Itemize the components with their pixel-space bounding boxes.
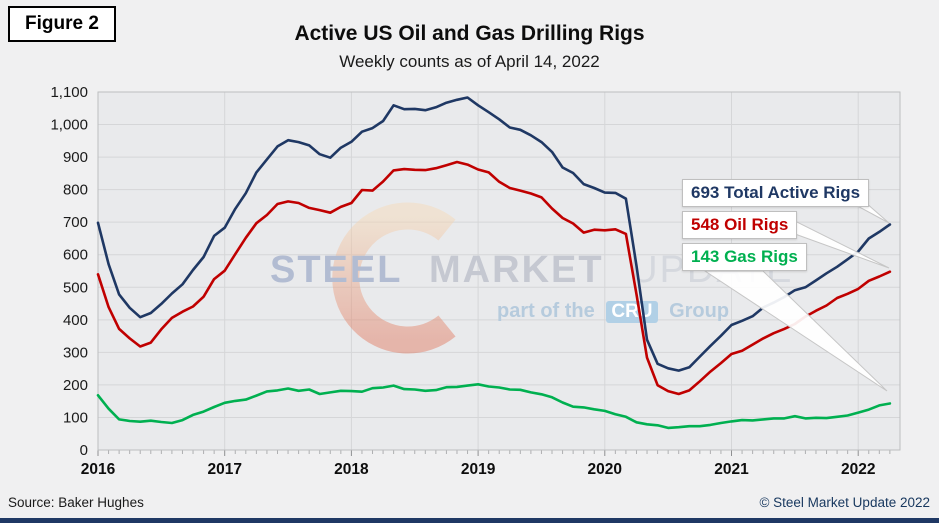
source-note: Source: Baker Hughes: [8, 495, 144, 510]
callout-gas-rigs: 143 Gas Rigs: [682, 243, 807, 271]
y-tick-label: 900: [63, 149, 88, 166]
bottom-accent-bar: [0, 518, 939, 523]
figure-label: Figure 2: [8, 6, 116, 42]
y-tick-label: 600: [63, 247, 88, 264]
x-tick-label: 2022: [841, 461, 875, 478]
callout-leader: [794, 220, 890, 269]
page-subtitle: Weekly counts as of April 14, 2022: [339, 52, 600, 71]
x-tick-label: 2019: [461, 461, 496, 478]
y-tick-label: 1,000: [50, 117, 88, 134]
x-tick-label: 2018: [334, 461, 369, 478]
plot-border: [97, 91, 901, 451]
page-title: Active US Oil and Gas Drilling Rigs: [294, 22, 645, 45]
callout-oil-rigs: 548 Oil Rigs: [682, 211, 798, 239]
y-tick-label: 100: [63, 409, 88, 426]
series-line-total-active-rigs: [96, 96, 892, 372]
series-line-gas-rigs: [96, 382, 892, 430]
y-tick-label: 500: [63, 279, 88, 296]
copyright-note: © Steel Market Update 2022: [759, 495, 930, 510]
y-tick-label: 400: [63, 312, 88, 329]
x-tick-label: 2021: [714, 461, 749, 478]
x-tick-label: 2020: [588, 461, 622, 478]
y-tick-label: 1,100: [50, 84, 88, 101]
y-tick-label: 200: [63, 377, 88, 394]
x-tick-label: 2016: [81, 461, 116, 478]
callout-leader: [703, 270, 888, 392]
series-line-oil-rigs: [96, 160, 892, 396]
y-tick-label: 300: [63, 344, 88, 361]
callout-total-active-rigs: 693 Total Active Rigs: [682, 179, 870, 207]
y-tick-label: 800: [63, 182, 88, 199]
x-tick-label: 2017: [207, 461, 241, 478]
y-tick-label: 700: [63, 214, 88, 231]
plot-area: [98, 92, 900, 450]
y-tick-label: 0: [80, 442, 88, 459]
